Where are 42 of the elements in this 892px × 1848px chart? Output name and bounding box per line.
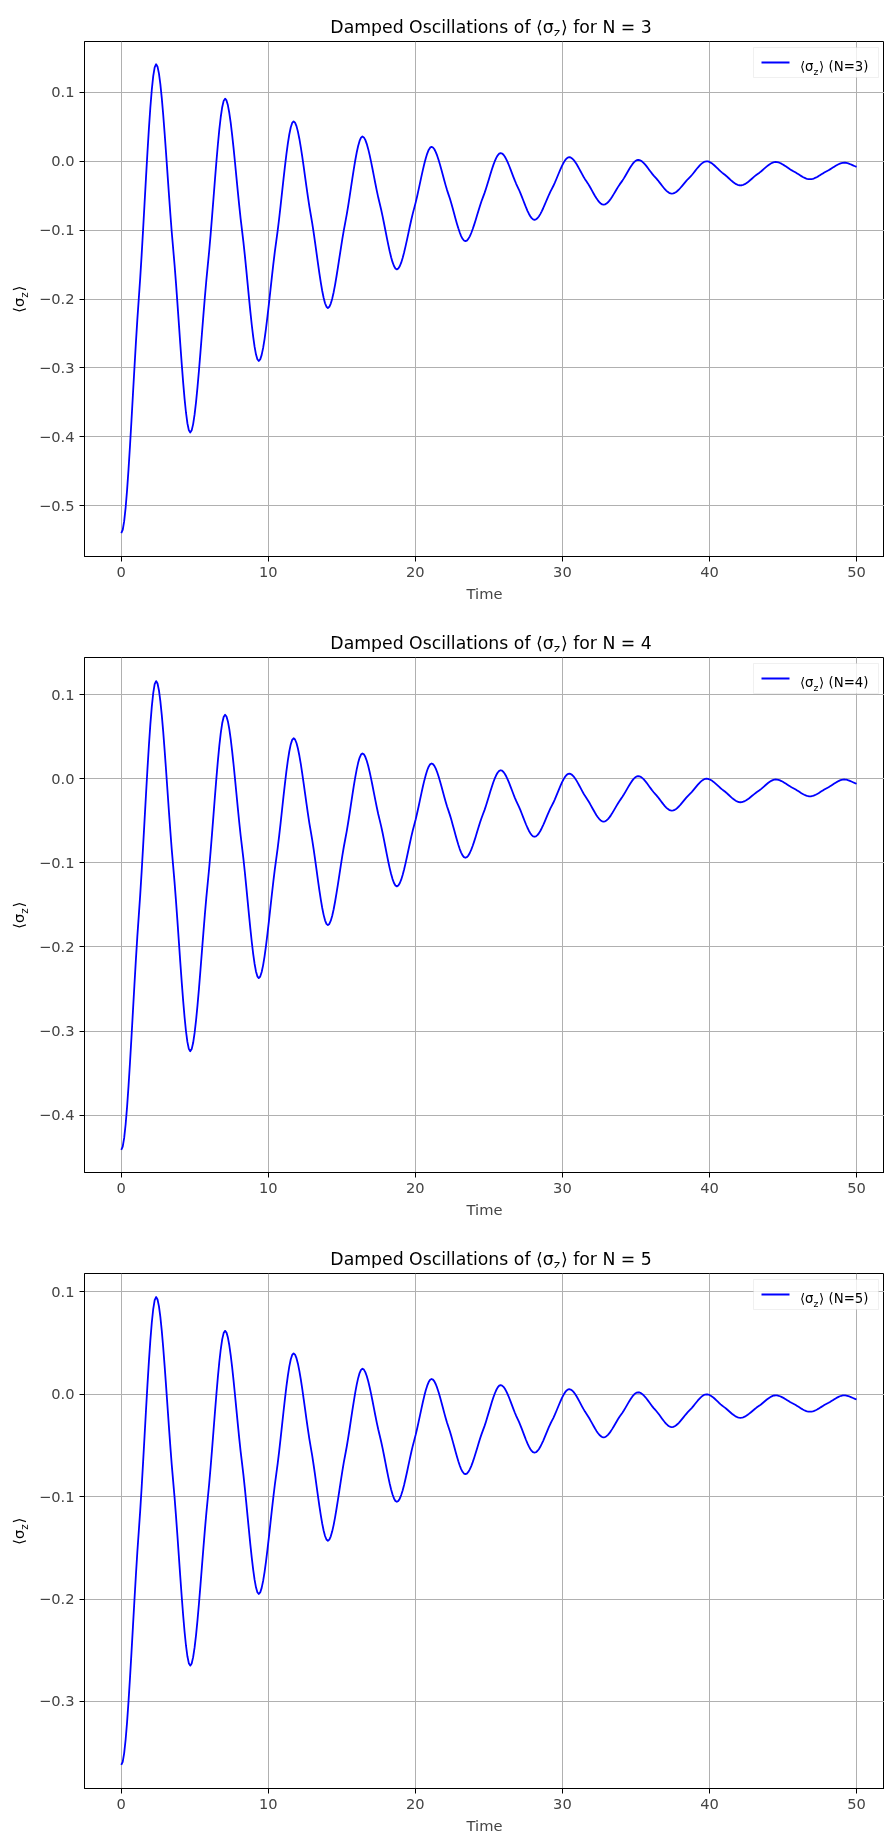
- x-tick-label: 10: [259, 562, 278, 580]
- x-tick-label: 20: [406, 1178, 425, 1196]
- x-tick-label: 40: [700, 1178, 719, 1196]
- y-tick-label: 0.0: [51, 152, 75, 170]
- y-axis-title: ⟨σz⟩: [10, 901, 30, 929]
- x-tick-label: 0: [116, 1794, 126, 1812]
- x-tick-label: 50: [847, 1178, 866, 1196]
- x-tick-label: 50: [847, 562, 866, 580]
- x-tick-label: 30: [553, 1178, 572, 1196]
- y-tick-label: −0.2: [38, 290, 75, 307]
- x-tick-label: 10: [259, 1794, 278, 1812]
- y-tick-label: 0.0: [51, 769, 75, 787]
- y-tick-label: −0.2: [38, 937, 75, 955]
- x-tick-label: 40: [700, 562, 719, 580]
- x-tick-label: 50: [847, 1794, 866, 1812]
- y-tick-label: −0.1: [38, 853, 75, 871]
- y-tick-label: −0.4: [38, 1106, 75, 1124]
- x-tick-label: 0: [116, 562, 126, 580]
- y-tick-label: 0.1: [51, 685, 75, 703]
- x-tick-label: 40: [700, 1794, 719, 1812]
- y-tick-label: −0.4: [38, 427, 75, 445]
- y-tick-label: −0.1: [38, 1487, 75, 1505]
- y-tick-label: −0.1: [38, 221, 75, 239]
- y-tick-label: −0.2: [38, 1590, 75, 1608]
- x-tick-label: 20: [406, 1794, 425, 1812]
- x-axis-title: Time: [465, 1200, 503, 1218]
- y-axis-title: ⟨σz⟩: [10, 285, 30, 313]
- x-tick-label: 30: [553, 562, 572, 580]
- y-tick-label: 0.1: [51, 1282, 75, 1300]
- y-tick-label: −0.3: [38, 1022, 75, 1040]
- x-tick-label: 0: [116, 1178, 126, 1196]
- x-tick-label: 10: [259, 1178, 278, 1196]
- y-tick-label: −0.3: [38, 358, 75, 376]
- y-tick-label: −0.3: [38, 1692, 75, 1710]
- y-tick-label: 0.0: [51, 1385, 75, 1403]
- y-tick-label: 0.1: [51, 83, 75, 101]
- x-tick-label: 30: [553, 1794, 572, 1812]
- x-tick-label: 20: [406, 562, 425, 580]
- x-axis-title: Time: [465, 584, 503, 602]
- y-axis-title: ⟨σz⟩: [10, 1517, 30, 1545]
- x-axis-title: Time: [465, 1816, 503, 1834]
- y-tick-label: −0.5: [38, 496, 75, 514]
